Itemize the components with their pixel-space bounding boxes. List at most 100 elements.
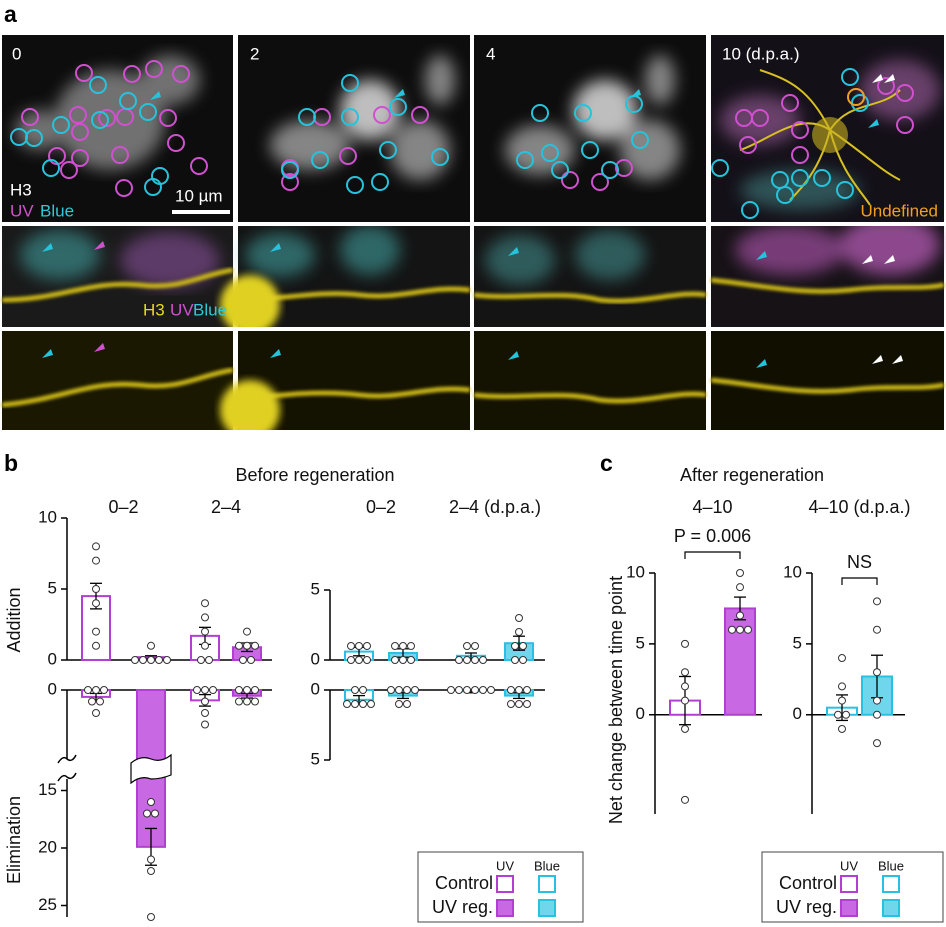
cell-marker	[541, 144, 559, 162]
bracket	[684, 551, 741, 559]
data-point	[736, 611, 744, 620]
data-point	[873, 625, 881, 634]
data-point	[92, 709, 100, 717]
cell-marker	[836, 181, 854, 199]
cell-marker	[581, 141, 599, 159]
data-point	[92, 641, 100, 650]
data-point	[92, 556, 100, 565]
cell-marker	[896, 84, 914, 102]
data-point	[147, 913, 155, 921]
category-label: 4–10 (d.p.a.)	[808, 497, 910, 517]
data-point	[523, 700, 531, 708]
arrowhead	[868, 119, 879, 128]
timepoint: 2	[250, 44, 259, 63]
data-point	[387, 686, 395, 694]
y-tick-label: 15	[38, 780, 57, 799]
data-point	[407, 656, 415, 664]
data-point	[403, 700, 411, 708]
y-tick-label: 5	[636, 633, 645, 652]
cell-marker	[91, 111, 109, 129]
channel-label: UV	[10, 201, 34, 220]
data-point	[235, 641, 243, 650]
data-point	[834, 710, 842, 719]
data-point	[681, 682, 689, 691]
data-point	[92, 585, 100, 593]
legend: UV Blue Control UV reg.	[417, 851, 584, 923]
data-point	[163, 656, 171, 664]
data-point	[367, 700, 375, 708]
arrowhead	[756, 359, 767, 368]
data-point	[519, 642, 527, 650]
data-point	[251, 697, 259, 706]
data-point	[507, 686, 515, 694]
data-point	[92, 599, 100, 608]
y-tick-label: 0	[48, 679, 57, 698]
data-point	[355, 642, 363, 650]
arrowhead	[270, 243, 281, 252]
cell-marker	[561, 171, 579, 189]
cell-marker	[771, 171, 789, 189]
data-point	[201, 613, 209, 622]
data-point	[736, 625, 744, 634]
legend-column: UV	[496, 858, 514, 873]
arrowhead	[508, 351, 519, 360]
cell-marker	[591, 173, 609, 191]
category-label: 2–4	[211, 497, 241, 517]
data-point	[243, 627, 251, 636]
cell-marker	[877, 77, 895, 95]
cell-marker	[389, 98, 407, 116]
cell-marker	[71, 123, 89, 141]
scale-label: 10 µm	[175, 186, 223, 205]
cell-marker	[281, 173, 299, 191]
data-point	[403, 686, 411, 694]
legend-row: UV reg.	[776, 897, 837, 917]
data-point	[201, 641, 209, 650]
y-tick-label: 5	[48, 578, 57, 597]
data-point	[251, 641, 259, 650]
y-tick-label: 0	[311, 649, 320, 668]
panel-label: b	[4, 450, 18, 476]
data-point	[363, 642, 371, 650]
data-point	[147, 798, 155, 806]
panel-title: Before regeneration	[235, 465, 394, 485]
data-point	[359, 700, 367, 708]
legend-swatch	[496, 875, 514, 893]
data-point	[92, 686, 100, 694]
data-point	[193, 686, 201, 694]
data-point	[131, 656, 139, 664]
data-point	[873, 668, 881, 677]
cell-marker	[98, 109, 116, 127]
y-tick-label: 0	[48, 649, 57, 668]
cell-marker	[791, 121, 809, 139]
arrowhead	[892, 355, 903, 364]
data-point	[523, 686, 531, 694]
y-tick-label: 0	[311, 679, 320, 698]
data-point	[479, 656, 487, 664]
data-point	[838, 696, 846, 705]
cell-marker	[341, 108, 359, 126]
cell-marker	[119, 92, 137, 110]
arrowhead	[884, 74, 895, 83]
cell-marker	[71, 149, 89, 167]
data-point	[197, 656, 205, 664]
data-point	[479, 686, 487, 694]
data-point	[838, 682, 846, 691]
cell-marker	[371, 173, 389, 191]
data-point	[347, 642, 355, 650]
cell-marker	[741, 201, 759, 219]
cell-marker	[339, 147, 357, 165]
data-point	[351, 700, 359, 708]
cell-marker	[111, 146, 129, 164]
data-point	[411, 686, 419, 694]
data-point	[139, 656, 147, 664]
data-point	[515, 614, 523, 622]
data-point	[84, 686, 92, 694]
data-point	[251, 686, 259, 694]
data-point	[143, 809, 151, 818]
data-point	[147, 641, 155, 650]
legend-swatch	[496, 899, 514, 917]
chart: 0 5 0–2 2–4 (d.p.a.)	[311, 497, 545, 668]
cell-marker	[601, 161, 619, 179]
data-point	[355, 656, 363, 664]
cell-marker	[431, 148, 449, 166]
